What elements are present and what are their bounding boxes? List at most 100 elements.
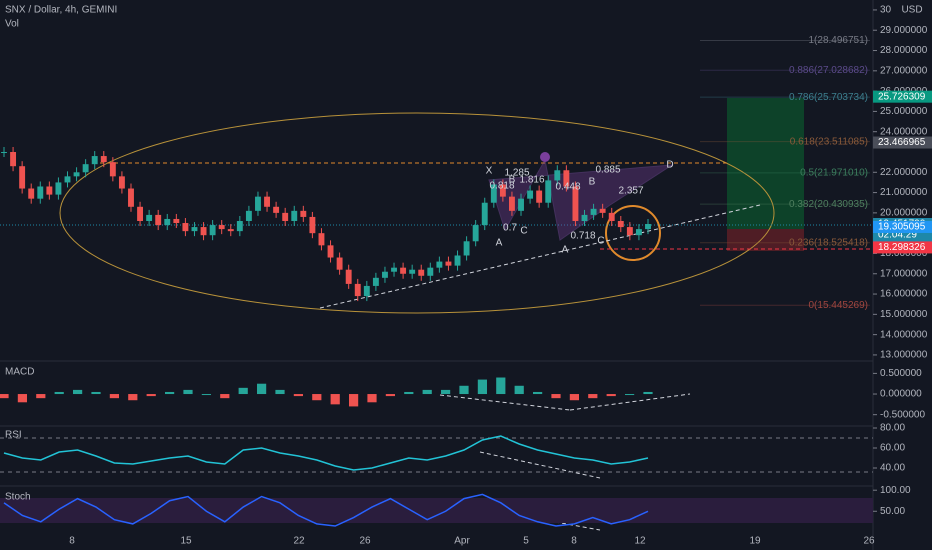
- candle-body: [164, 218, 171, 226]
- candle-body: [572, 186, 579, 221]
- pattern-label: 1.816: [519, 175, 544, 186]
- fib-label: 0(15.445269): [809, 300, 869, 311]
- price-tag: [873, 220, 932, 233]
- macd-bar: [330, 394, 340, 405]
- candle-body: [146, 214, 153, 221]
- macd-bar: [183, 389, 193, 395]
- x-tick-label: 26: [863, 536, 875, 547]
- macd-bar: [643, 391, 653, 395]
- candle-body: [382, 271, 388, 278]
- x-tick-label: 5: [523, 536, 529, 547]
- price-tag-label: 23.466965: [878, 137, 926, 148]
- candle-body: [536, 190, 543, 203]
- long-position-loss: [727, 229, 804, 251]
- candle-body: [427, 267, 434, 276]
- circle-drawing: [605, 205, 661, 261]
- candle-body: [499, 184, 506, 197]
- candle-body: [418, 269, 425, 276]
- pattern-label: 0.885: [595, 165, 620, 176]
- macd-bar: [477, 379, 487, 395]
- macd-bar: [441, 389, 451, 395]
- pattern-label: D: [666, 160, 673, 171]
- macd-bar: [496, 377, 506, 395]
- macd-bar: [385, 394, 395, 397]
- candle-body: [227, 229, 234, 232]
- candle-body: [563, 170, 570, 187]
- fib-label: 0.786(25.703734): [789, 92, 868, 103]
- panel-title: Stoch: [5, 492, 31, 503]
- macd-bar: [569, 394, 579, 401]
- pattern-label: 1.285: [504, 168, 529, 179]
- price-tag-label: 18.298326: [878, 242, 926, 253]
- candle-body: [645, 224, 651, 230]
- macd-bar: [514, 385, 524, 395]
- candle-body: [19, 166, 26, 189]
- candle-body: [82, 164, 89, 173]
- candle-body: [64, 176, 71, 183]
- y-tick-label: 14.000000: [880, 329, 928, 340]
- currency: USD: [901, 5, 922, 16]
- pattern-label: B: [509, 175, 516, 186]
- candle-body: [463, 241, 470, 256]
- fib-label: 0.236(18.525418): [789, 237, 868, 248]
- candle-body: [109, 162, 116, 177]
- y-tick-label: 29.000000: [880, 25, 928, 36]
- macd-bar: [54, 391, 64, 395]
- x-tick-label: 12: [634, 536, 646, 547]
- price-tag: [873, 90, 932, 103]
- price-tag: [873, 241, 932, 254]
- y-tick-label: 25.000000: [880, 106, 928, 117]
- price-tag-label: 19.305095: [878, 222, 926, 233]
- candle-body: [282, 212, 289, 221]
- pattern-label: A: [496, 238, 503, 249]
- macd-trendline: [439, 394, 571, 411]
- pattern-label: C: [597, 236, 604, 247]
- candle-body: [182, 223, 189, 232]
- pattern-label: B: [589, 177, 596, 188]
- macd-bar: [293, 394, 303, 397]
- harmonic-pattern: [488, 158, 673, 241]
- candle-body: [55, 182, 62, 195]
- macd-bar: [73, 389, 83, 395]
- candle-body: [28, 188, 35, 199]
- x-tick-label: 15: [180, 536, 192, 547]
- price-tag: [873, 136, 932, 149]
- price-tag-label: 25.726309: [878, 91, 926, 102]
- candle-body: [209, 225, 216, 236]
- y-tick-label: 60.00: [880, 443, 905, 454]
- y-tick-label: 0.500000: [880, 368, 922, 379]
- indicator-line: [3, 493, 649, 527]
- macd-bar: [36, 394, 46, 399]
- candle-body: [155, 214, 162, 226]
- y-tick-label: 20.000000: [880, 208, 928, 219]
- candle-body: [73, 172, 80, 177]
- candle-body: [345, 269, 352, 284]
- macd-bar: [551, 394, 561, 399]
- pattern-label: A: [562, 245, 569, 256]
- candle-body: [128, 188, 134, 207]
- y-tick-label: 27.000000: [880, 65, 928, 76]
- long-position-profit: [727, 98, 804, 229]
- y-tick-label: 17.000000: [880, 268, 928, 279]
- macd-bar: [533, 391, 543, 395]
- candle-body: [518, 198, 524, 211]
- fib-label: 0.886(27.028682): [789, 65, 868, 76]
- candle-body: [37, 186, 44, 199]
- candle-body: [527, 190, 534, 199]
- pattern-label: 0.818: [489, 181, 514, 192]
- candle-body: [291, 210, 298, 221]
- candle-body: [309, 216, 316, 234]
- candle-body: [626, 227, 633, 236]
- y-tick-label: 40.00: [880, 463, 905, 474]
- macd-bar: [312, 394, 322, 401]
- macd-bar: [238, 387, 248, 395]
- x-tick-label: 8: [571, 536, 577, 547]
- candle-body: [608, 212, 615, 221]
- pattern-label: 2.357: [618, 186, 643, 197]
- x-tick-label: 8: [69, 536, 75, 547]
- candle-body: [354, 283, 361, 297]
- candle-body: [100, 156, 107, 163]
- macd-bar: [422, 389, 432, 395]
